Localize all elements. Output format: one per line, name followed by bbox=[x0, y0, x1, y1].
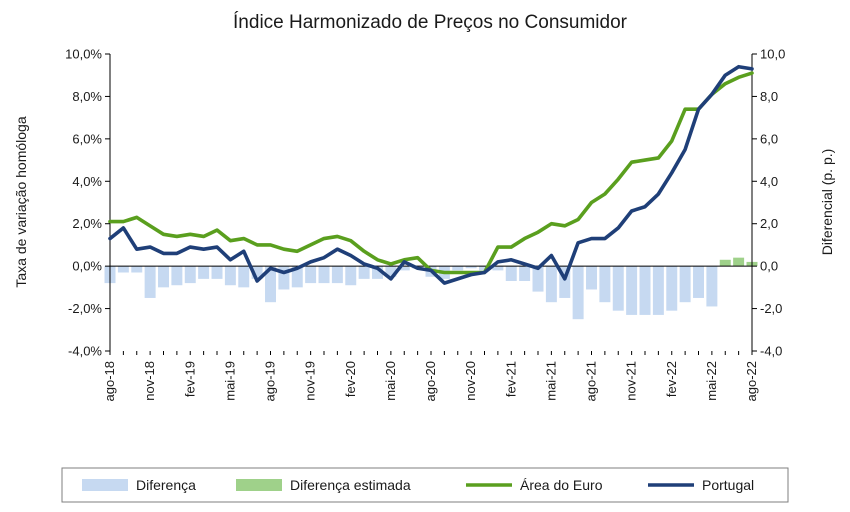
bar-diferença bbox=[479, 266, 490, 271]
bar-diferença bbox=[291, 266, 303, 288]
bar-diferença bbox=[238, 266, 250, 288]
y-tick-label-left: -2,0% bbox=[68, 301, 102, 316]
bar-diferença bbox=[345, 266, 357, 286]
y-tick-label-right: 8,0 bbox=[760, 89, 778, 104]
lines-layer bbox=[108, 64, 754, 285]
bar-diferença bbox=[679, 266, 691, 303]
bar-diferença bbox=[251, 266, 263, 279]
series-line-área-do-euro bbox=[108, 71, 754, 275]
bar-diferença bbox=[706, 266, 718, 307]
x-tick-label: fev-19 bbox=[182, 361, 197, 397]
ticks-layer: -4,0% -4,0 -2,0% -2,0 0,0% 0,0 2,0% 2,0 4,0% 4,0 6… bbox=[65, 47, 785, 402]
bar-diferença bbox=[331, 266, 343, 284]
y-tick-label-right: 10,0 bbox=[760, 47, 785, 62]
bar-diferença bbox=[278, 266, 290, 290]
y-tick-label-left: 2,0% bbox=[72, 216, 102, 231]
x-tick-label: nov-21 bbox=[624, 361, 639, 401]
bar-diferença bbox=[184, 266, 196, 284]
y-axis-title-left: Taxa de variação homóloga bbox=[13, 116, 29, 287]
bar-diferença bbox=[559, 266, 571, 298]
y-tick-label-left: 6,0% bbox=[72, 131, 102, 146]
x-tick-label: ago-19 bbox=[263, 361, 278, 401]
x-tick-label: fev-21 bbox=[503, 361, 518, 397]
bar-diferença bbox=[265, 266, 276, 303]
bar-diferença bbox=[652, 266, 664, 315]
bar-diferença bbox=[358, 266, 370, 279]
x-tick-label: nov-19 bbox=[303, 361, 318, 401]
bar-diferença bbox=[492, 266, 504, 271]
x-tick-label: ago-22 bbox=[744, 361, 759, 401]
chart-title: Índice Harmonizado de Preços no Consumid… bbox=[233, 12, 628, 33]
y-tick-label-right: 6,0 bbox=[760, 131, 778, 146]
bar-diferença bbox=[693, 266, 704, 298]
bar-diferença bbox=[117, 266, 129, 273]
x-tick-label: ago-20 bbox=[423, 361, 438, 401]
bar-diferença bbox=[211, 266, 223, 279]
y-tick-label-right: 2,0 bbox=[760, 216, 778, 231]
x-tick-label: nov-18 bbox=[142, 361, 157, 401]
x-tick-label: mai-22 bbox=[704, 361, 719, 401]
legend-label: Portugal bbox=[702, 477, 754, 493]
bar-diferença bbox=[666, 266, 678, 311]
bar-diferença bbox=[572, 266, 584, 320]
y-axis-title-right: Diferencial (p. p.) bbox=[819, 149, 835, 256]
bar-diferença bbox=[144, 266, 156, 298]
y-tick-label-left: 8,0% bbox=[72, 89, 102, 104]
x-tick-label: fev-22 bbox=[664, 361, 679, 397]
bar-diferença bbox=[158, 266, 169, 288]
axes-layer bbox=[109, 54, 753, 351]
bar-diferença bbox=[599, 266, 611, 303]
bar-diferença bbox=[519, 266, 531, 281]
bar-diferença bbox=[385, 266, 397, 277]
x-tick-label: mai-21 bbox=[543, 361, 558, 401]
bar-diferença bbox=[586, 266, 597, 290]
y-tick-label-right: -4,0 bbox=[760, 344, 782, 359]
x-tick-label: ago-18 bbox=[102, 361, 117, 401]
legend: Diferença Diferença estimada Área do Euro P… bbox=[61, 467, 789, 503]
y-tick-label-left: 0,0% bbox=[72, 259, 102, 274]
legend-label: Diferença bbox=[136, 477, 196, 493]
bar-diferença bbox=[639, 266, 651, 315]
y-tick-label-left: 4,0% bbox=[72, 174, 102, 189]
x-tick-label: ago-21 bbox=[584, 361, 599, 401]
y-tick-label-right: 0,0 bbox=[760, 259, 778, 274]
bar-diferença-estimada bbox=[719, 259, 731, 267]
legend-swatch bbox=[82, 479, 128, 491]
bar-diferença bbox=[452, 266, 464, 271]
bar-diferença bbox=[372, 266, 383, 279]
bar-diferença bbox=[465, 266, 477, 269]
bar-diferença bbox=[612, 266, 624, 311]
series-line-portugal bbox=[108, 64, 754, 285]
bar-diferença bbox=[305, 266, 317, 284]
bar-diferença bbox=[318, 266, 330, 284]
y-tick-label-right: -2,0 bbox=[760, 301, 782, 316]
x-tick-label: fev-20 bbox=[343, 361, 358, 397]
x-tick-label: mai-19 bbox=[222, 361, 237, 401]
bar-diferença bbox=[224, 266, 236, 286]
legend-swatch bbox=[236, 479, 282, 491]
bars-layer bbox=[104, 257, 758, 320]
legend-label: Área do Euro bbox=[520, 477, 603, 493]
x-tick-label: nov-20 bbox=[463, 361, 478, 401]
bar-diferença bbox=[198, 266, 210, 279]
bar-diferença bbox=[171, 266, 183, 286]
legend-label: Diferença estimada bbox=[290, 477, 411, 493]
y-tick-label-left: 10,0% bbox=[65, 47, 102, 62]
y-tick-label-left: -4,0% bbox=[68, 344, 102, 359]
bar-diferença bbox=[532, 266, 544, 292]
bar-diferença bbox=[505, 266, 517, 281]
bar-diferença-estimada bbox=[733, 257, 745, 267]
bar-diferença bbox=[398, 266, 410, 271]
bar-diferença bbox=[131, 266, 143, 273]
x-tick-label: mai-20 bbox=[383, 361, 398, 401]
bar-diferença bbox=[545, 266, 557, 303]
y-tick-label-right: 4,0 bbox=[760, 174, 778, 189]
bar-diferença bbox=[626, 266, 638, 315]
